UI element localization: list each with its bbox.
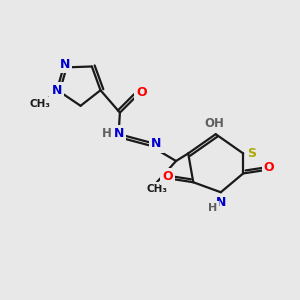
Text: N: N [151, 137, 161, 151]
Text: O: O [136, 86, 147, 99]
Text: S: S [247, 147, 256, 160]
Text: N: N [51, 84, 62, 97]
Text: CH₃: CH₃ [146, 184, 167, 194]
Text: O: O [264, 161, 274, 174]
Text: N: N [216, 196, 226, 209]
Text: H: H [208, 203, 217, 213]
Text: OH: OH [204, 117, 224, 130]
Text: O: O [162, 170, 172, 183]
Text: H: H [102, 127, 112, 140]
Text: N: N [114, 127, 124, 140]
Text: CH₃: CH₃ [29, 99, 50, 109]
Text: N: N [60, 58, 70, 71]
